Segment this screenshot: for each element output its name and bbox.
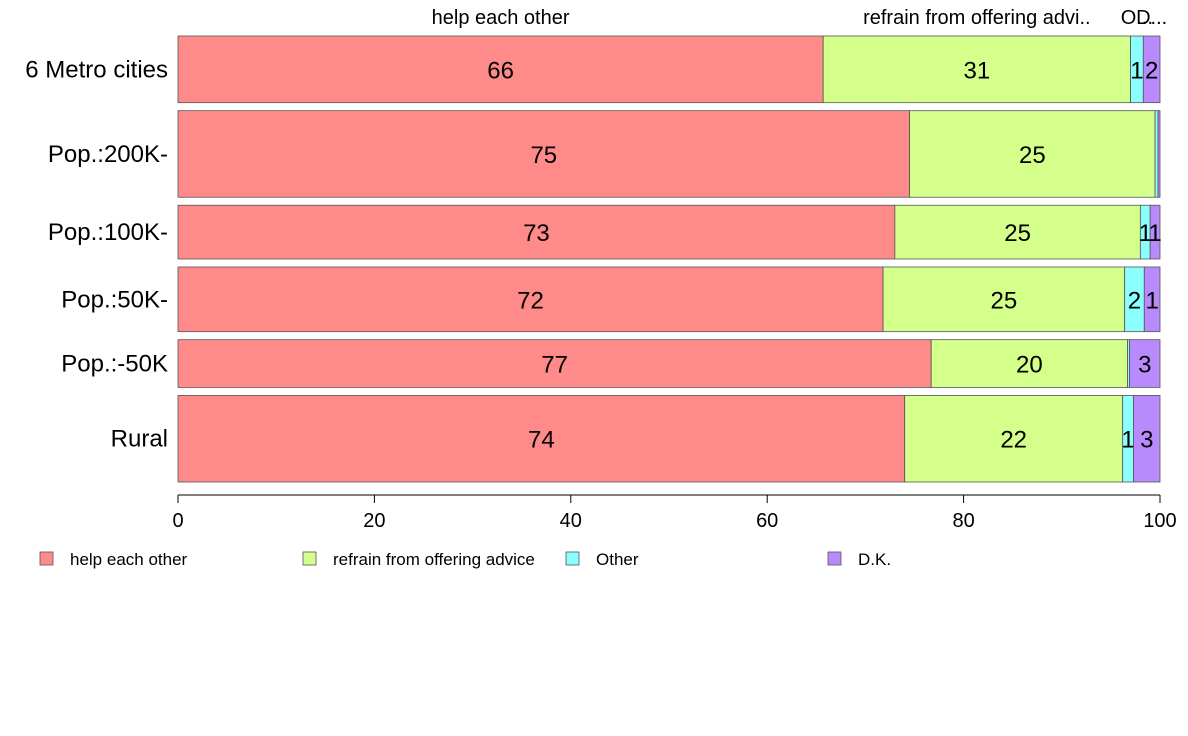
x-tick-label: 60 xyxy=(756,510,778,532)
legend-label: help each other xyxy=(70,550,188,569)
legend-label: Other xyxy=(596,550,639,569)
data-label: 1 xyxy=(1145,287,1158,314)
category-label: Pop.:50K- xyxy=(61,286,168,313)
x-tick-label: 0 xyxy=(172,510,183,532)
data-label: 74 xyxy=(528,427,555,454)
x-tick-label: 100 xyxy=(1143,510,1176,532)
bar-segment xyxy=(1133,395,1161,483)
bar-segment xyxy=(177,110,910,198)
legend-label: D.K. xyxy=(858,550,891,569)
bar-segment xyxy=(177,35,824,104)
bar-segment xyxy=(177,204,896,260)
data-label: 1 xyxy=(1139,220,1152,247)
data-label: 75 xyxy=(530,142,557,169)
legend-swatch xyxy=(827,551,842,566)
data-label: 2 xyxy=(1145,57,1158,84)
column-header: O... xyxy=(1121,7,1153,29)
data-label: 66 xyxy=(487,57,514,84)
legend-label: refrain from offering advice xyxy=(333,550,535,569)
data-label: 25 xyxy=(991,287,1018,314)
bar-segment xyxy=(904,395,1124,483)
bar-segment xyxy=(930,339,1128,388)
data-label: 20 xyxy=(1016,352,1043,379)
data-label: 77 xyxy=(541,352,568,379)
legend-swatch xyxy=(39,551,54,566)
bar-segment xyxy=(1149,204,1161,260)
bar-segment xyxy=(177,266,884,333)
x-tick-label: 20 xyxy=(363,510,385,532)
bar-segment xyxy=(822,35,1131,104)
x-tick-label: 80 xyxy=(952,510,974,532)
bar-segment xyxy=(909,110,1156,198)
category-label: Pop.:200K- xyxy=(48,141,168,168)
column-header: D... xyxy=(1136,7,1167,29)
column-header: refrain from offering advi.. xyxy=(863,7,1091,29)
bar-segment xyxy=(1142,35,1161,104)
bar-segment xyxy=(1157,110,1161,198)
data-label: 1 xyxy=(1121,427,1134,454)
category-label: Pop.:100K- xyxy=(48,219,168,246)
data-label: 1 xyxy=(1130,57,1143,84)
data-label: 73 xyxy=(523,220,550,247)
bar-segment xyxy=(1143,266,1161,333)
category-label: 6 Metro cities xyxy=(25,56,168,83)
data-label: 25 xyxy=(1004,220,1031,247)
legend-swatch xyxy=(302,551,317,566)
data-label: 1 xyxy=(1148,220,1161,247)
data-label: 72 xyxy=(517,287,544,314)
bar-segment xyxy=(177,395,906,483)
x-tick-label: 40 xyxy=(560,510,582,532)
data-label: 3 xyxy=(1138,352,1151,379)
column-header: help each other xyxy=(432,7,570,29)
data-label: 22 xyxy=(1000,427,1027,454)
category-label: Pop.:-50K xyxy=(61,351,168,378)
data-label: 3 xyxy=(1140,427,1153,454)
data-label: 25 xyxy=(1019,142,1046,169)
bar-segment xyxy=(1129,339,1161,388)
bar-segment xyxy=(1154,110,1159,198)
bar-segment xyxy=(894,204,1141,260)
legend-swatch xyxy=(565,551,580,566)
bar-segment xyxy=(177,339,932,388)
data-label: 31 xyxy=(964,57,991,84)
category-label: Rural xyxy=(111,426,168,453)
data-label: 2 xyxy=(1128,287,1141,314)
